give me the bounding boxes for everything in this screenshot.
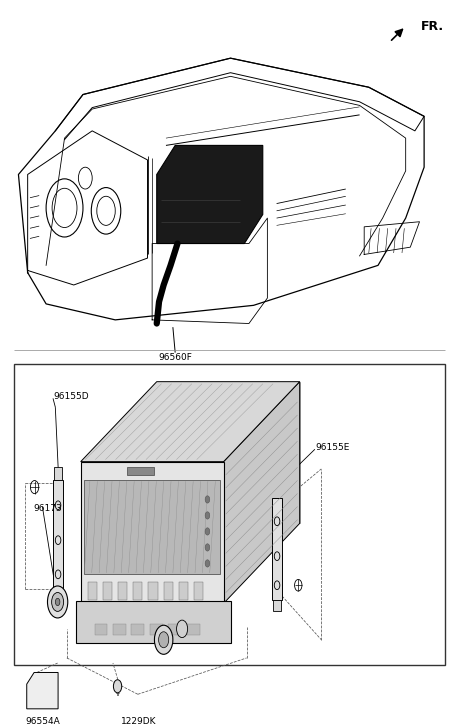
Text: 96173: 96173 bbox=[33, 505, 62, 513]
Bar bbox=[14, 364, 445, 665]
Circle shape bbox=[113, 680, 122, 693]
Bar bbox=[187, 624, 200, 635]
Bar bbox=[150, 624, 163, 635]
Text: 96155E: 96155E bbox=[316, 443, 350, 451]
Circle shape bbox=[205, 544, 210, 551]
Text: 96554A: 96554A bbox=[25, 717, 60, 726]
Circle shape bbox=[159, 632, 169, 648]
Bar bbox=[84, 480, 220, 574]
Bar bbox=[88, 582, 97, 600]
Circle shape bbox=[47, 586, 68, 618]
Text: 96560F: 96560F bbox=[158, 353, 192, 362]
Circle shape bbox=[154, 625, 173, 654]
Text: FR.: FR. bbox=[420, 20, 443, 33]
Bar bbox=[133, 582, 142, 600]
Bar bbox=[113, 624, 126, 635]
Circle shape bbox=[52, 593, 64, 611]
Circle shape bbox=[177, 620, 188, 638]
Bar bbox=[95, 624, 107, 635]
Polygon shape bbox=[224, 382, 300, 603]
Bar bbox=[194, 582, 203, 600]
Bar bbox=[76, 601, 230, 643]
Bar bbox=[131, 624, 144, 635]
Circle shape bbox=[205, 512, 210, 519]
Circle shape bbox=[205, 496, 210, 503]
Polygon shape bbox=[273, 600, 281, 611]
Bar bbox=[148, 582, 158, 600]
Bar bbox=[103, 582, 112, 600]
Polygon shape bbox=[272, 498, 282, 600]
Polygon shape bbox=[54, 467, 62, 480]
Polygon shape bbox=[27, 672, 58, 709]
Polygon shape bbox=[53, 480, 63, 593]
Circle shape bbox=[205, 560, 210, 567]
Bar bbox=[179, 582, 188, 600]
Circle shape bbox=[205, 528, 210, 535]
Bar bbox=[81, 462, 224, 603]
Bar bbox=[164, 582, 173, 600]
Bar bbox=[118, 582, 127, 600]
Polygon shape bbox=[157, 145, 263, 244]
Bar bbox=[127, 467, 154, 475]
Text: 96155D: 96155D bbox=[53, 392, 89, 401]
Text: 96173: 96173 bbox=[152, 563, 181, 571]
Text: 1229DK: 1229DK bbox=[120, 717, 156, 726]
Polygon shape bbox=[81, 382, 300, 462]
Circle shape bbox=[55, 598, 60, 606]
Bar bbox=[168, 624, 181, 635]
